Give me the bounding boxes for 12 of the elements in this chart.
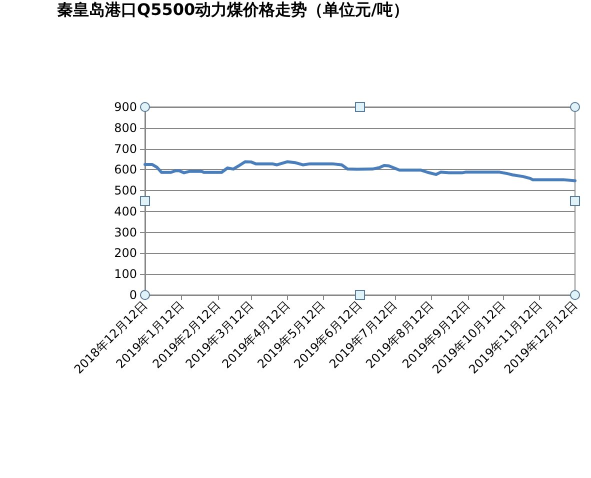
y-tick-label: 100 — [114, 267, 137, 282]
y-tick-label: 200 — [114, 246, 137, 260]
y-tick-label: 0 — [129, 288, 137, 302]
y-tick-label: 900 — [114, 100, 137, 114]
line-series — [144, 160, 576, 182]
y-tick-label: 800 — [114, 120, 137, 135]
chart-title: 秦皇岛港口Q5500动力煤价格走势（单位元/吨） — [57, 0, 409, 21]
y-tick-label: 400 — [114, 204, 137, 218]
y-tick-label: 700 — [114, 142, 137, 156]
y-tick-label: 300 — [114, 225, 137, 240]
y-tick-label: 600 — [114, 162, 137, 177]
y-tick-label: 500 — [114, 184, 137, 198]
